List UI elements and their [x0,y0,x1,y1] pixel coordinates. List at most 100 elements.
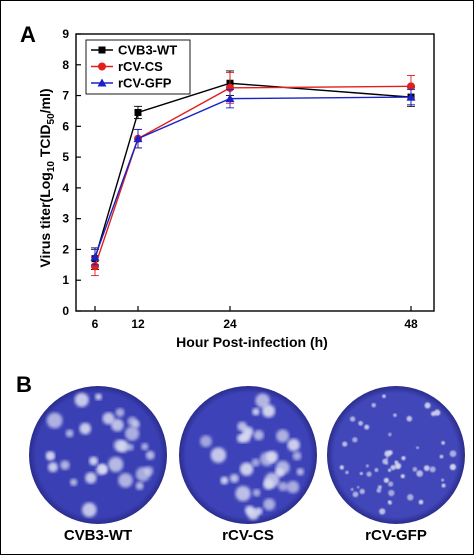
plaque-spot [85,472,97,484]
plaque-spot [236,433,246,443]
legend-entry: rCV-GFP [118,76,172,91]
x-tick-label: 24 [223,317,237,331]
plaque-spot [352,491,359,498]
panel-b-label: B [16,372,32,397]
plaque-spot [65,429,74,438]
plaque-spot [89,456,99,466]
plot-frame [75,33,435,312]
plaque-spot [244,505,255,516]
plaque-spot [262,404,276,418]
plaque-spot [255,393,270,408]
y-tick-label: 3 [62,212,69,226]
data-point [91,262,99,271]
plaque-spot [388,432,392,437]
plaque-spot [253,430,264,441]
plaque-spot [379,508,386,515]
plaque-spot [364,424,370,430]
y-axis-label-part: TCID [37,124,53,161]
plaque-spot [393,413,397,417]
plaque-spot [449,463,457,471]
plaque-spot [384,450,391,457]
plaque-spot [108,456,124,473]
data-point [225,94,235,103]
plaque-spot [339,465,345,470]
plaque-spot [439,454,444,459]
data-point [226,83,234,92]
plaque-spot [387,468,392,472]
plaque-spot [287,438,300,452]
plaque-spot [406,415,413,422]
plaque-spot [418,499,424,505]
plaque-spot [449,450,457,458]
plaque-spot [377,485,382,490]
plaque-spot [383,477,389,483]
series-rcv-cs [91,72,415,277]
plaque-dish-rcv-cs [178,385,318,525]
y-tick-label: 6 [62,119,69,133]
data-point [90,252,100,261]
plaque-spot [69,478,78,486]
y-tick-label: 1 [62,273,69,287]
y-axis-label-part: Virus titer(Log [37,172,53,267]
data-point [134,108,142,116]
plaque-spot [229,473,239,483]
plaque-spot [416,446,419,450]
plaque-spot [145,450,155,460]
plaque-spot [46,412,63,429]
y-axis-label-part: /ml) [37,88,53,113]
plaque-spot [359,488,365,495]
plaque-spot [286,480,300,494]
plaque-label-rcv-cs: rCV-CS [222,527,274,544]
plaque-spot [252,408,260,416]
legend-entry: CVB3-WT [118,43,177,58]
plaque-spot [388,489,395,497]
x-tick-label: 6 [92,317,99,331]
plaque-spot [102,412,115,425]
plaque-spot [74,392,89,408]
plaque-dish-image [29,386,167,524]
plaque-spot [266,450,278,463]
plaque-spot [254,507,263,516]
plaque-spot [441,440,446,445]
plaque-spot [47,462,58,473]
plaque-spot [366,471,372,477]
plaque-spot [365,464,369,468]
plaque-spot [200,435,212,448]
plaque-spot [263,498,276,511]
series-line [94,96,412,258]
plaque-spot [144,466,154,476]
plaque-spot [124,426,140,441]
plaque-spot [371,403,376,408]
plaque-spot [220,476,229,485]
plaque-spot [388,481,394,487]
plaque-spot [116,440,129,453]
plaque-spot [359,471,363,476]
plaque-spot [95,393,102,401]
panel-a-label: A [20,22,36,47]
plaque-spot [95,465,106,476]
plaque-spot [239,462,254,476]
plaque-label-rcv-gfp: rCV-GFP [365,527,427,544]
plaque-spot [115,408,125,417]
plaque-spot [434,409,441,416]
legend-marker [98,62,106,71]
plaque-spot [275,460,290,475]
y-tick-label: 8 [62,58,69,72]
plaque-spot [387,500,391,504]
data-point [407,82,415,91]
plaque-spot [276,429,290,443]
y-tick-label: 5 [62,150,69,164]
y-axis-label-subscript: 10 [46,161,57,173]
plaque-spot [141,443,149,451]
plaque-dish-image [327,386,465,524]
y-tick-label: 4 [62,181,69,195]
plaque-spot [429,466,436,473]
y-tick-label: 9 [62,27,69,41]
plaque-spot [374,468,379,473]
plaque-spot [358,420,364,426]
plaque-spot [424,402,431,409]
plaque-spot [416,470,423,477]
plaque-spot [382,394,386,399]
